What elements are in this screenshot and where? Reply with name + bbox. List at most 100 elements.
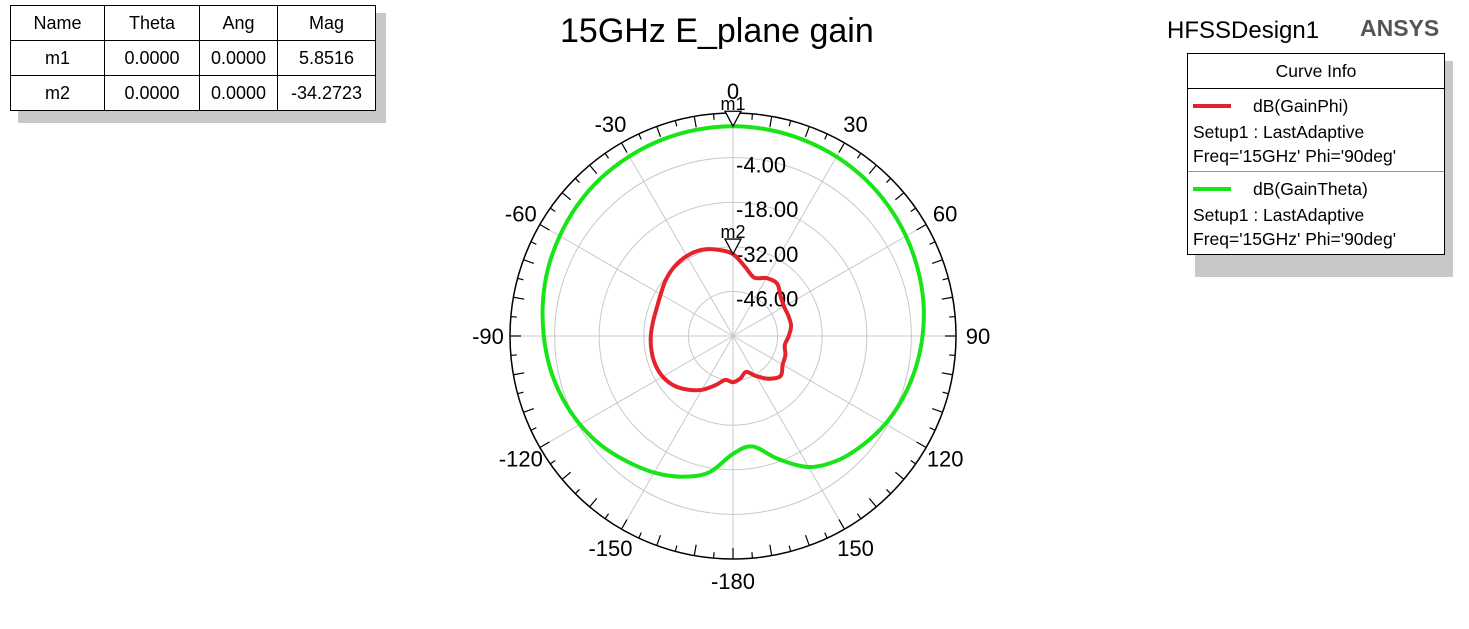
angle-label: 60 (933, 202, 957, 227)
polar-tick (604, 513, 610, 520)
polar-tick (856, 513, 862, 520)
legend-swatch-gaintheta (1193, 187, 1231, 191)
polar-tick (530, 427, 537, 431)
polar-tick (942, 391, 949, 395)
polar-tick (751, 552, 754, 559)
legend-entry-setup: Setup1 : LastAdaptive (1193, 122, 1365, 142)
legend-entry-gaintheta[interactable]: dB(GainTheta) Setup1 : LastAdaptive Freq… (1188, 171, 1444, 254)
polar-tick (510, 354, 517, 357)
cell-name: m2 (10, 75, 105, 111)
radial-tick-label: -46.00 (736, 286, 798, 311)
angle-label: -150 (588, 536, 632, 561)
angle-label: -120 (499, 447, 543, 472)
polar-tick (530, 241, 537, 245)
legend-entry-name: dB(GainTheta) (1253, 178, 1368, 199)
angle-label: -60 (505, 202, 537, 227)
polar-tick (910, 207, 917, 213)
polar-tick (932, 259, 943, 265)
polar-tick (868, 164, 877, 174)
polar-tick (549, 459, 556, 465)
polar-tick (949, 354, 956, 357)
polar-tick (561, 192, 571, 201)
angle-label: -30 (595, 112, 627, 137)
polar-tick (589, 498, 598, 508)
polar-tick (929, 241, 936, 245)
polar-tick (942, 277, 949, 281)
polar-tick (620, 519, 628, 530)
cell-theta: 0.0000 (104, 40, 200, 76)
polar-tick (674, 120, 678, 127)
polar-tick (712, 552, 715, 559)
legend-entry-line: dB(GainTheta) (1193, 175, 1444, 203)
curve-info-legend[interactable]: Curve Info dB(GainPhi) Setup1 : LastAdap… (1187, 53, 1453, 277)
marker-label: m1 (720, 94, 745, 114)
cell-mag: -34.2723 (277, 75, 376, 111)
cell-theta: 0.0000 (104, 75, 200, 111)
polar-tick (916, 441, 927, 449)
radial-tick-label: -4.00 (736, 153, 786, 178)
polar-tick (751, 113, 754, 120)
polar-grid-spoke (732, 224, 927, 337)
legend-entry-gainphi[interactable]: dB(GainPhi) Setup1 : LastAdaptive Freq='… (1188, 89, 1444, 171)
polar-tick (788, 120, 792, 127)
polar-tick (513, 296, 525, 300)
polar-tick (638, 133, 642, 140)
polar-tick (620, 142, 628, 153)
series-gainphi-curve (648, 247, 794, 393)
radial-tick-label: -32.00 (736, 242, 798, 267)
polar-tick (549, 207, 556, 213)
legend-entry-freq: Freq='15GHz' Phi='90deg' (1193, 229, 1397, 249)
polar-tick (949, 315, 956, 318)
polar-tick (910, 459, 917, 465)
polar-tick (561, 471, 571, 480)
polar-tick (712, 113, 715, 120)
brand-logo: ANSYS (1360, 15, 1440, 41)
polar-grid-spoke (732, 142, 845, 337)
polar-tick (656, 126, 662, 137)
polar-ticks (510, 113, 956, 559)
polar-tick (517, 277, 524, 281)
marker-triangle[interactable] (723, 110, 743, 128)
cell-mag: 5.8516 (277, 40, 376, 76)
polar-tick (510, 315, 517, 318)
polar-tick (824, 133, 828, 140)
legend-entry-setup: Setup1 : LastAdaptive (1193, 205, 1365, 225)
legend-entry-line: dB(GainPhi) (1193, 92, 1444, 120)
polar-tick (574, 489, 580, 495)
marker-triangle[interactable] (723, 238, 743, 256)
legend-entry-freq: Freq='15GHz' Phi='90deg' (1193, 146, 1397, 166)
header-ang: Ang (199, 5, 278, 41)
header-mag: Mag (277, 5, 376, 41)
polar-tick (638, 532, 642, 539)
polar-tick (674, 545, 678, 552)
polar-tick (769, 116, 773, 128)
radial-tick-label: -18.00 (736, 197, 798, 222)
polar-tick (523, 407, 534, 413)
table-row[interactable]: m2 0.0000 0.0000 -34.2723 (10, 75, 376, 111)
table-row[interactable]: m1 0.0000 0.0000 5.8516 (10, 40, 376, 76)
polar-tick (895, 471, 905, 480)
marker-table-panel: Name Theta Ang Mag m1 0.0000 0.0000 5.85… (10, 5, 386, 123)
polar-tick (539, 223, 550, 231)
legend-swatch-gainphi (1193, 104, 1231, 108)
polar-tick (838, 142, 846, 153)
polar-tick (693, 544, 697, 556)
polar-grid-spoke (621, 335, 734, 530)
legend-box: Curve Info dB(GainPhi) Setup1 : LastAdap… (1187, 53, 1445, 255)
marker-table-header: Name Theta Ang Mag (10, 5, 376, 41)
angle-label: 90 (966, 324, 990, 349)
radial-labels: -4.00 -18.00 -32.00 -46.00 (736, 153, 798, 312)
series-gaintheta-curve (540, 124, 926, 479)
polar-tick (886, 177, 892, 183)
cell-ang: 0.0000 (199, 40, 278, 76)
polar-tick (941, 372, 953, 376)
polar-tick (868, 498, 877, 508)
polar-tick (804, 126, 810, 137)
polar-curves (540, 124, 926, 479)
polar-tick (824, 532, 828, 539)
polar-tick (693, 116, 697, 128)
polar-tick (838, 519, 846, 530)
legend-title: Curve Info (1188, 54, 1444, 89)
marker-label: m2 (720, 222, 745, 242)
